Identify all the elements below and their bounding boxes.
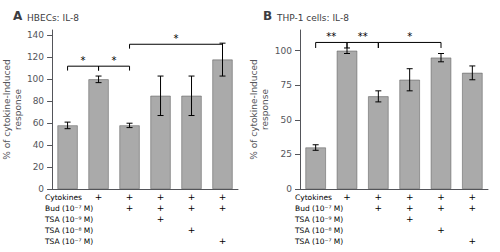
svg-text:% of cytokine-Induced: % of cytokine-Induced (2, 59, 12, 159)
svg-text:+: + (406, 203, 414, 213)
svg-text:Cytokines: Cytokines (295, 193, 332, 202)
svg-text:+: + (437, 225, 445, 235)
svg-text:+: + (343, 192, 351, 202)
svg-text:+: + (95, 192, 103, 202)
svg-text:+: + (469, 236, 477, 246)
svg-text:100: 100 (275, 46, 292, 56)
svg-text:+: + (188, 225, 196, 235)
svg-text:+: + (219, 236, 227, 246)
svg-text:60: 60 (33, 118, 45, 128)
svg-text:+: + (188, 203, 196, 213)
svg-text:+: + (219, 192, 227, 202)
svg-text:+: + (126, 203, 134, 213)
svg-text:TSA (10⁻⁸ M): TSA (10⁻⁸ M) (294, 226, 343, 235)
svg-text:**: ** (358, 31, 368, 42)
svg-text:+: + (375, 203, 383, 213)
svg-text:TSA (10⁻⁹ M): TSA (10⁻⁹ M) (294, 215, 343, 224)
svg-text:+: + (188, 192, 196, 202)
svg-text:25: 25 (281, 149, 292, 159)
svg-text:Bud (10⁻⁷ M): Bud (10⁻⁷ M) (45, 204, 93, 213)
svg-text:TSA (10⁻⁷ M): TSA (10⁻⁷ M) (44, 237, 93, 246)
svg-text:+: + (469, 192, 477, 202)
svg-text:+: + (126, 192, 134, 202)
svg-text:Bud (10⁻⁷ M): Bud (10⁻⁷ M) (295, 204, 343, 213)
svg-text:TSA (10⁻⁸ M): TSA (10⁻⁸ M) (44, 226, 93, 235)
svg-text:+: + (157, 203, 165, 213)
svg-text:20: 20 (33, 162, 45, 172)
svg-text:B: B (263, 9, 272, 23)
svg-text:+: + (219, 203, 227, 213)
svg-text:TSA (10⁻⁷ M): TSA (10⁻⁷ M) (294, 237, 343, 246)
svg-text:120: 120 (27, 52, 44, 62)
svg-text:+: + (157, 192, 165, 202)
svg-text:A: A (13, 9, 23, 23)
svg-text:0: 0 (286, 184, 292, 194)
svg-text:+: + (437, 192, 445, 202)
svg-text:75: 75 (281, 80, 292, 90)
svg-text:response: response (260, 89, 270, 130)
svg-text:+: + (437, 203, 445, 213)
svg-text:response: response (13, 89, 23, 130)
svg-text:HBECs: IL-8: HBECs: IL-8 (27, 13, 79, 23)
svg-text:0: 0 (38, 184, 44, 194)
svg-text:*: * (112, 55, 117, 66)
svg-text:**: ** (326, 31, 336, 42)
svg-text:140: 140 (27, 30, 44, 40)
svg-text:Cytokines: Cytokines (45, 193, 82, 202)
svg-text:80: 80 (33, 96, 45, 106)
svg-text:+: + (406, 214, 414, 224)
svg-text:TSA (10⁻⁹ M): TSA (10⁻⁹ M) (44, 215, 93, 224)
svg-text:+: + (375, 192, 383, 202)
svg-text:THP-1 cells: IL-8: THP-1 cells: IL-8 (276, 13, 349, 23)
svg-text:% of cytokine-Induced: % of cytokine-Induced (249, 59, 259, 159)
svg-text:50: 50 (281, 115, 293, 125)
svg-text:100: 100 (27, 74, 44, 84)
svg-text:*: * (81, 55, 86, 66)
svg-text:*: * (407, 31, 412, 42)
svg-text:40: 40 (33, 140, 45, 150)
svg-text:*: * (174, 33, 179, 44)
svg-text:+: + (406, 192, 414, 202)
svg-text:+: + (469, 203, 477, 213)
svg-text:+: + (157, 214, 165, 224)
